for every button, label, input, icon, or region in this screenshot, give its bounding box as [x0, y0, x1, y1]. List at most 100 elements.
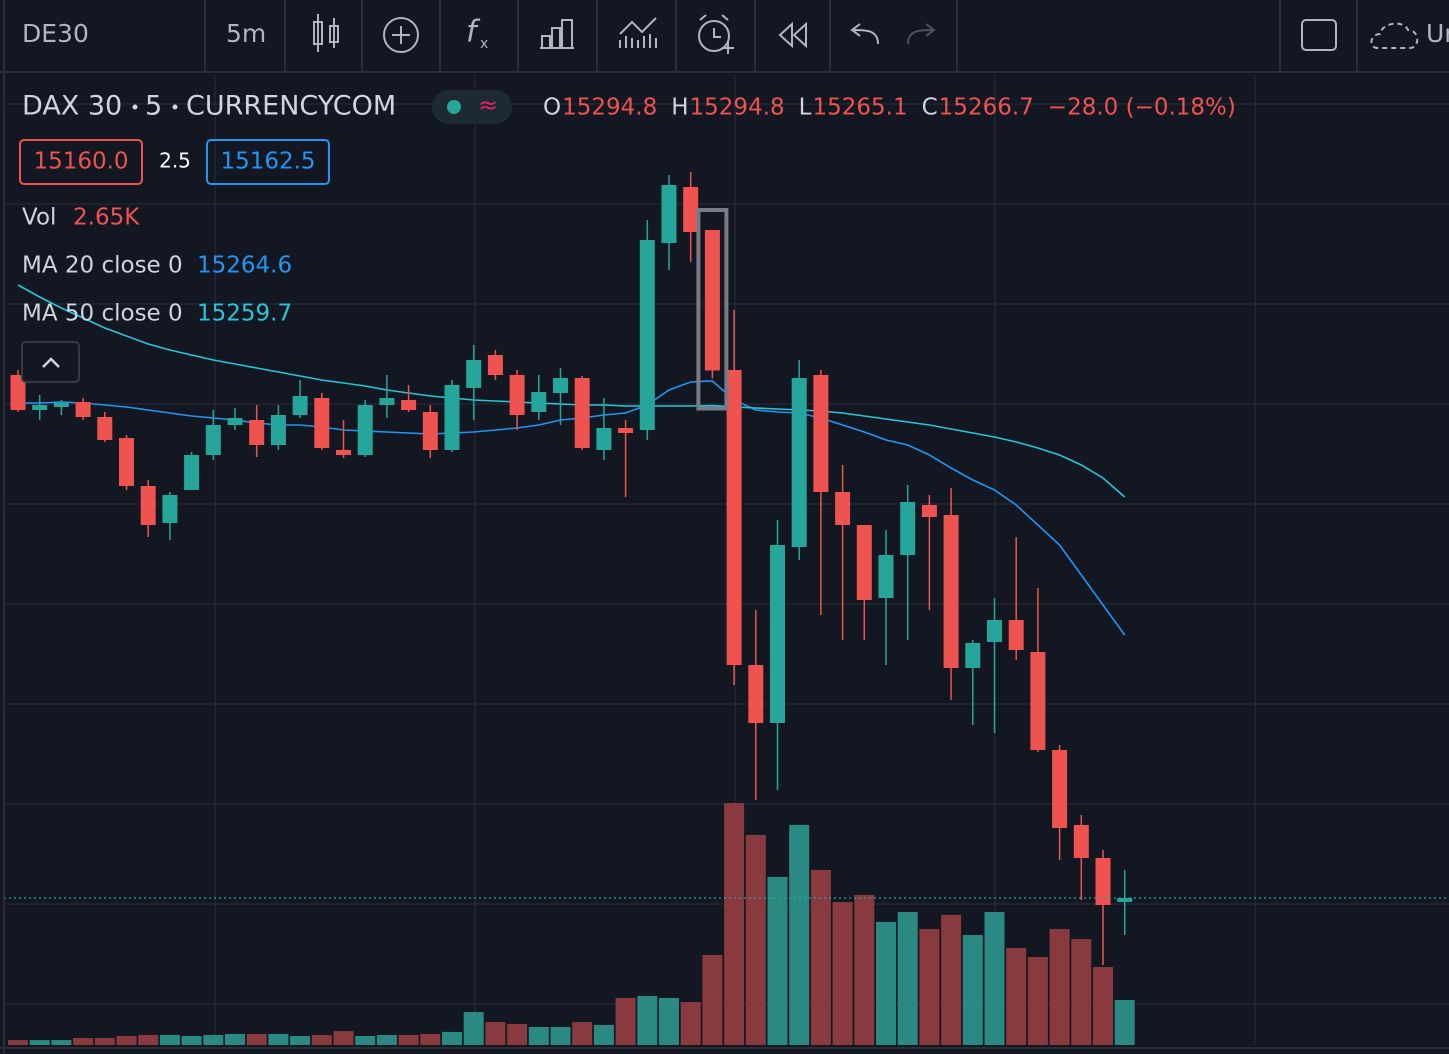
ohlc-value: 15265.1 — [812, 95, 907, 121]
volume-bar — [181, 1036, 202, 1045]
ohlc-label: L — [799, 95, 812, 121]
toolbar-bg — [0, 0, 1449, 72]
candle-body — [726, 370, 742, 665]
delay-icon: ≈ — [478, 91, 498, 119]
volume-bar — [789, 824, 810, 1045]
volume-bar — [615, 997, 636, 1045]
ask[interactable]: 15162.5 — [220, 149, 315, 175]
ask-box[interactable] — [206, 139, 330, 185]
volume-bar — [51, 1040, 72, 1045]
redo-icon[interactable] — [907, 23, 936, 45]
candle-body — [53, 403, 69, 407]
candle-body — [466, 360, 482, 388]
alert-icon[interactable] — [698, 14, 734, 54]
volume-bar — [550, 1027, 571, 1045]
change: −28.0 (−0.18%) — [1048, 95, 1236, 121]
candle-body — [75, 402, 91, 417]
candle-body — [683, 187, 699, 232]
candle-body — [553, 378, 568, 393]
ma20-value: 15264.6 — [197, 253, 292, 279]
volume-bar — [485, 1022, 506, 1045]
interval-button[interactable]: 5m — [226, 19, 266, 48]
candle-body — [401, 400, 417, 410]
volume-bar — [1027, 957, 1048, 1045]
candle-body — [422, 412, 438, 450]
volume-bar — [1049, 929, 1070, 1045]
undo-icon[interactable] — [850, 23, 879, 45]
volume-bar — [159, 1034, 180, 1045]
ohlc-value: 15266.7 — [939, 95, 1034, 121]
volume-bar — [1114, 1000, 1135, 1045]
volume-bar — [355, 1036, 376, 1045]
volume-bar — [724, 803, 745, 1045]
volume-bar — [442, 1031, 462, 1045]
ohlc: O 15294.8 H 15294.8 L 15265.1 C 15266.7 −28.0 (−… — [543, 95, 1236, 121]
volume-bar — [593, 1024, 614, 1045]
ma50-value: 15259.7 — [197, 301, 292, 327]
volume-bar — [225, 1033, 245, 1045]
templates-icon[interactable] — [540, 19, 574, 49]
candle-body — [357, 405, 373, 455]
volume-bar — [680, 1002, 701, 1045]
candle-body — [270, 415, 286, 445]
volume-bar — [463, 1012, 484, 1045]
candle-body — [748, 665, 764, 723]
exchange: CURRENCYCOM — [186, 91, 396, 122]
candle-body — [1008, 620, 1024, 650]
candle-body — [661, 185, 677, 243]
candle-body — [704, 230, 720, 371]
volume-bar — [333, 1031, 354, 1045]
market-status-dot — [447, 100, 461, 114]
volume-bar — [376, 1034, 397, 1045]
volume-bar — [941, 914, 962, 1045]
candle-body — [249, 420, 265, 445]
legend-interval: 5 — [145, 91, 162, 122]
volume-bar — [1006, 948, 1027, 1045]
candle-body — [900, 502, 916, 555]
volume-label: Vol — [22, 205, 56, 231]
volume-bar — [832, 902, 853, 1045]
candle-body — [618, 428, 634, 433]
legend: DAX 30 5 CURRENCYCOM ≈ O 15294.8 H 15294.8 L… — [19, 90, 1236, 383]
volume-bar — [138, 1034, 159, 1045]
candle-body — [1095, 858, 1111, 905]
ma50-label: MA 50 close 0 — [22, 301, 183, 327]
symbol[interactable]: DE30 — [22, 19, 89, 48]
moving-average — [18, 380, 1126, 636]
hover-highlight — [696, 208, 729, 411]
volume-bar — [94, 1038, 115, 1045]
separators — [204, 0, 1358, 72]
candle-body — [639, 240, 655, 430]
candle-body — [32, 405, 48, 410]
ma20-label: MA 20 close 0 — [22, 253, 183, 279]
status-badge[interactable] — [432, 90, 512, 124]
candle-body — [509, 375, 525, 415]
collapse-button[interactable] — [21, 341, 80, 383]
candle-body — [856, 525, 872, 600]
volume-bar — [507, 1023, 528, 1045]
fullscreen-icon[interactable] — [1301, 19, 1337, 51]
layout-name[interactable]: Un — [1426, 19, 1449, 48]
chart-type-icon[interactable] — [313, 14, 339, 52]
volume-bar — [116, 1036, 137, 1045]
replay-icon[interactable] — [778, 21, 807, 49]
bid-box[interactable] — [19, 139, 143, 185]
replay-chart-icon[interactable] — [619, 17, 657, 48]
candle-body — [162, 495, 178, 523]
volume-bar — [767, 876, 788, 1045]
volume-bar — [659, 997, 679, 1045]
candle-body — [943, 515, 959, 668]
volume-bar — [810, 869, 831, 1045]
instrument-name: DAX 30 — [22, 91, 122, 122]
spread: 2.5 — [159, 149, 191, 173]
candle-body — [1117, 898, 1133, 902]
moving-average — [17, 284, 1126, 498]
bid[interactable]: 15160.0 — [33, 149, 128, 175]
cloud-icon[interactable] — [1370, 22, 1419, 49]
compare-icon[interactable] — [383, 17, 419, 53]
volume-bar — [290, 1036, 311, 1045]
volume-bar — [1093, 967, 1113, 1045]
candle-body — [791, 378, 807, 547]
volume-bar — [919, 929, 940, 1045]
